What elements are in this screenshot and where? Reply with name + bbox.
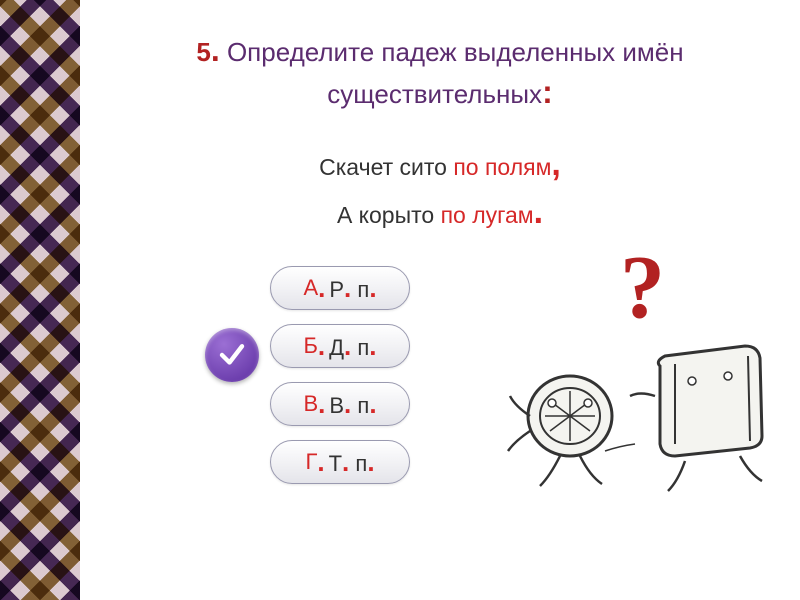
answer-letter: А	[303, 275, 318, 301]
answer-letter: В	[303, 391, 318, 417]
title-line1: Определите падеж выделенных имён	[220, 37, 684, 67]
big-comma: ,	[551, 145, 560, 183]
sentence-w2: А корыто	[337, 202, 441, 228]
trough-icon	[630, 346, 762, 491]
title-colon: :	[542, 74, 553, 110]
answer-letter: Б	[303, 333, 317, 359]
title-line2: существительных	[327, 79, 542, 109]
decorative-plaid-border	[0, 0, 80, 600]
sentence-w1: Скачет сито	[319, 154, 453, 180]
big-dot: .	[534, 193, 543, 231]
highlight-2: по лугам	[441, 202, 534, 228]
answer-list: А. Р. п. Б. Д. п. В. В. п. Г. Т. п.	[270, 266, 410, 498]
illustration: ?	[490, 246, 790, 506]
question-number: 5	[196, 37, 210, 67]
title-dot: .	[211, 32, 220, 68]
answer-abbr: Р. п.	[329, 273, 376, 304]
answer-abbr: Д. п.	[329, 331, 376, 362]
highlight-1: по полям	[453, 154, 551, 180]
answers-area: А. Р. п. Б. Д. п. В. В. п. Г. Т. п. ?	[120, 266, 760, 566]
answer-abbr: В. п.	[329, 389, 376, 420]
slide-content: 5. Определите падеж выделенных имён суще…	[80, 0, 800, 600]
answer-abbr: Т. п.	[329, 447, 375, 478]
question-mark-icon: ?	[620, 236, 665, 339]
sieve-icon	[508, 376, 612, 486]
question-title: 5. Определите падеж выделенных имён суще…	[120, 30, 760, 113]
answer-option-g[interactable]: Г. Т. п.	[270, 440, 410, 484]
answer-option-a[interactable]: А. Р. п.	[270, 266, 410, 310]
answer-letter: Г	[305, 449, 317, 475]
check-icon	[217, 340, 247, 370]
correct-check-badge	[205, 328, 259, 382]
answer-option-v[interactable]: В. В. п.	[270, 382, 410, 426]
example-sentence: Скачет сито по полям, А корыто по лугам.	[120, 141, 760, 236]
answer-option-b[interactable]: Б. Д. п.	[270, 324, 410, 368]
